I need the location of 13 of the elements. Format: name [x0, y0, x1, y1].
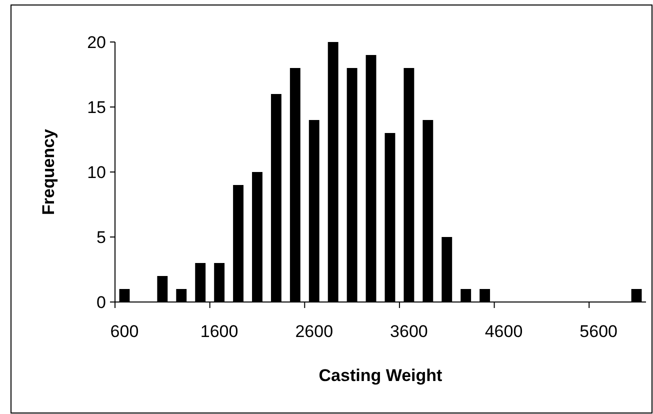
y-tick-label: 15: [87, 98, 106, 117]
y-tick-label: 5: [96, 228, 106, 247]
y-tick-label: 10: [87, 162, 106, 182]
x-tick-label: 4600: [484, 322, 523, 341]
x-axis-title: Casting Weight: [318, 366, 443, 385]
x-tick-label: 5600: [580, 322, 618, 341]
x-tick-label: 2600: [295, 322, 334, 341]
y-tick-label: 0: [96, 292, 106, 312]
y-tick-label: 20: [87, 32, 106, 52]
y-axis-title: Frequency: [39, 128, 58, 215]
x-tick-label: 600: [110, 322, 139, 341]
x-tick-label: 3600: [390, 322, 428, 341]
x-tick-label: 1600: [200, 322, 238, 341]
